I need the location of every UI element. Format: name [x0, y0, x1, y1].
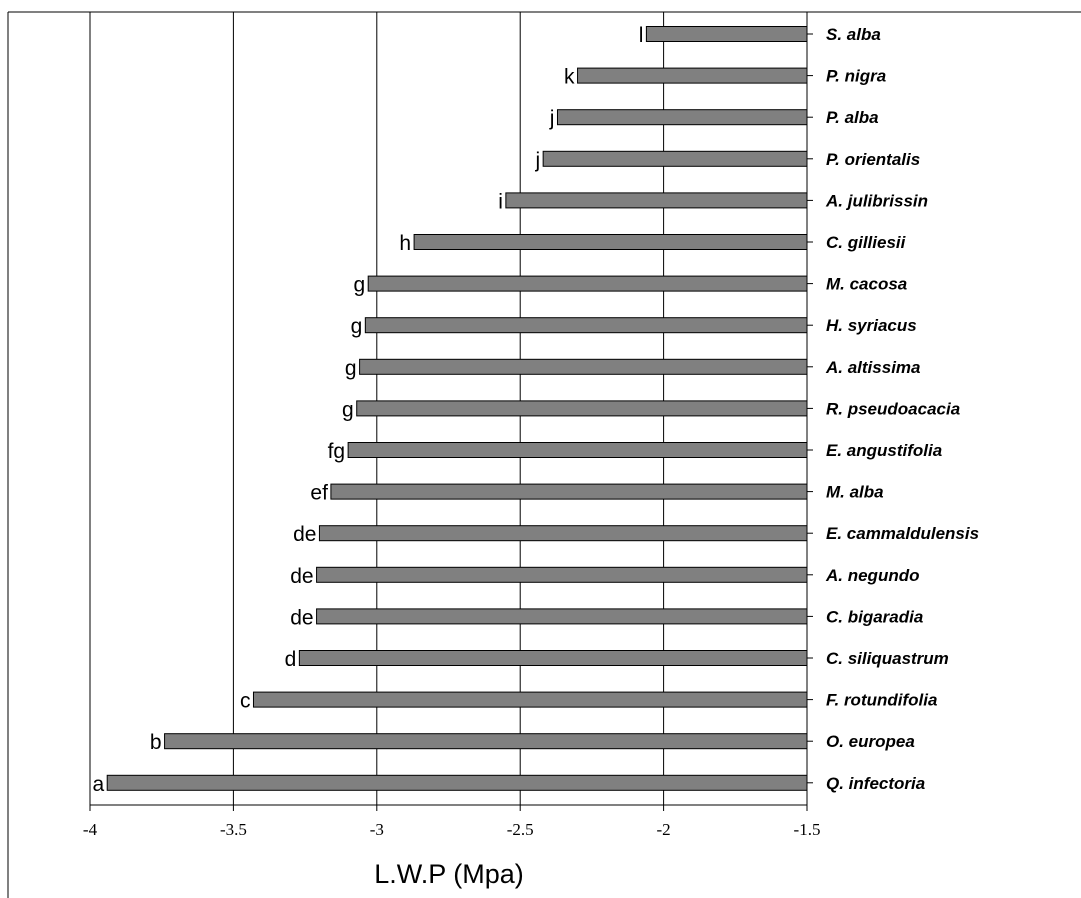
significance-letter: l — [639, 24, 644, 47]
significance-letter: d — [285, 648, 297, 671]
bar — [164, 733, 808, 750]
chart-frame — [7, 11, 1081, 898]
species-label: M. cacosa — [826, 275, 907, 294]
bar — [577, 67, 808, 84]
species-label: E. angustifolia — [826, 441, 942, 460]
x-tick-label: -3 — [370, 820, 384, 839]
significance-letter: ef — [310, 482, 328, 505]
significance-letter: c — [240, 690, 251, 713]
significance-letter: g — [354, 274, 366, 297]
species-label: F. rotundifolia — [826, 691, 937, 710]
species-label: C. bigaradia — [826, 607, 923, 626]
bar — [645, 26, 808, 42]
species-label: S. alba — [826, 25, 881, 44]
significance-letter: de — [293, 523, 316, 546]
significance-letter: de — [290, 565, 313, 588]
species-label: E. cammaldulensis — [826, 524, 979, 543]
significance-letter: g — [351, 315, 363, 338]
bar — [367, 275, 808, 292]
significance-letter: h — [399, 232, 411, 255]
species-label: Q. infectoria — [826, 774, 925, 793]
species-label: P. orientalis — [826, 150, 920, 169]
bar — [505, 192, 808, 209]
bar — [316, 566, 808, 583]
significance-letter: i — [498, 190, 503, 213]
species-label: C. gilliesii — [826, 233, 907, 252]
x-tick-label: -3.5 — [220, 820, 247, 839]
bar — [252, 691, 808, 708]
bar — [316, 608, 808, 625]
x-tick-label: -2 — [657, 820, 671, 839]
bar — [413, 234, 808, 250]
bar — [318, 525, 808, 542]
bar — [347, 442, 808, 458]
species-label: A. negundo — [825, 566, 919, 585]
significance-letter: g — [345, 357, 357, 380]
bar — [298, 650, 808, 666]
significance-letter: fg — [328, 440, 346, 463]
x-tick-label: -2.5 — [507, 820, 534, 839]
significance-letter: k — [564, 66, 575, 89]
x-tick-label: -4 — [83, 820, 98, 839]
species-labels: S. alba P. nigra P. alba P. orientalis A. ju… — [825, 25, 979, 793]
bar — [106, 774, 808, 791]
species-label: P. alba — [826, 108, 879, 127]
bar — [330, 483, 808, 500]
x-axis: -4 -3.5 -3 -2.5 -2 -1.5 — [83, 804, 821, 839]
bar — [364, 317, 808, 334]
significance-letter: de — [290, 606, 313, 629]
species-label: H. syriacus — [826, 316, 917, 335]
species-label: R. pseudoacacia — [826, 399, 960, 418]
x-tick-label: -1.5 — [794, 820, 821, 839]
significance-letter: g — [342, 398, 354, 421]
bars — [106, 26, 813, 791]
significance-letter: a — [93, 773, 105, 796]
significance-letter: j — [534, 149, 540, 172]
species-label: A. julibrissin — [825, 191, 928, 210]
significance-letter: j — [549, 107, 555, 130]
x-axis-label: L.W.P (Mpa) — [374, 859, 524, 889]
bar — [542, 150, 808, 167]
species-label: O. europea — [826, 732, 915, 751]
species-label: M. alba — [826, 483, 884, 502]
species-label: A. altissima — [825, 358, 921, 377]
bar — [356, 400, 808, 417]
significance-letter: b — [150, 731, 162, 754]
bar — [556, 109, 808, 126]
bar — [359, 358, 808, 375]
species-label: P. nigra — [826, 67, 886, 86]
species-label: C. siliquastrum — [826, 649, 949, 668]
